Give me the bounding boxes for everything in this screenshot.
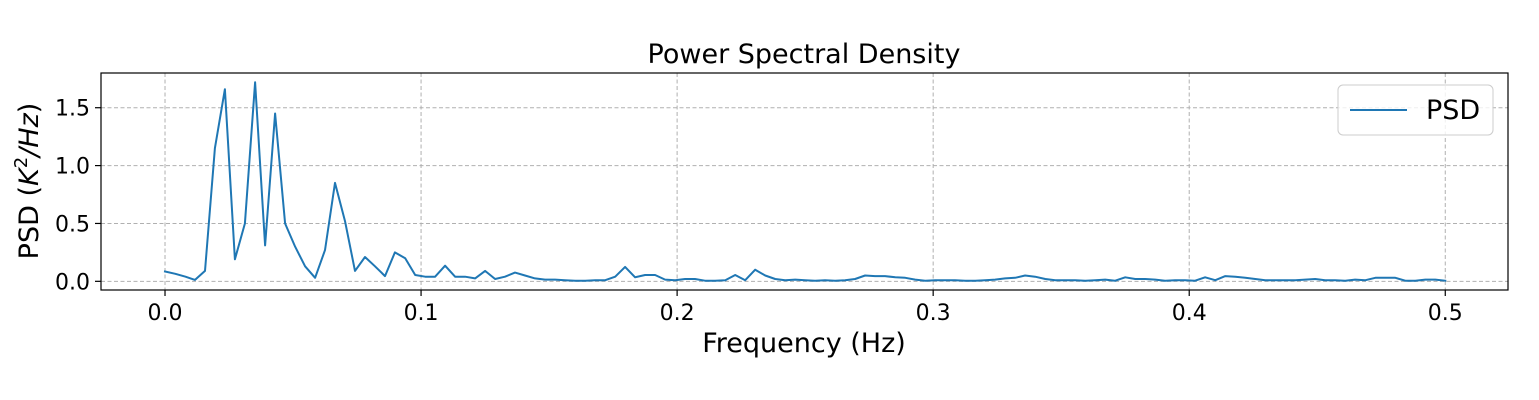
y-axis-label-close: ): [14, 103, 45, 114]
y-tick-label: 0.5: [55, 212, 90, 237]
y-axis-label-sup: 2: [11, 157, 32, 168]
x-tick-label: 0.4: [1172, 301, 1207, 326]
y-axis-label-rest: /Hz: [14, 112, 45, 158]
legend: PSD: [1337, 84, 1494, 136]
y-tick-label: 0.0: [55, 270, 90, 295]
y-axis-label-main: PSD (: [14, 186, 45, 259]
y-axis-ticks: 0.0 0.5 1.0 1.5: [55, 97, 101, 295]
x-axis-label: Frequency (Hz): [702, 328, 906, 359]
y-axis-label: PSD (K2/Hz): [11, 103, 45, 260]
grid-lines: [101, 73, 1508, 290]
legend-label-psd: PSD: [1426, 95, 1480, 126]
x-tick-label: 0.3: [916, 301, 951, 326]
x-tick-label: 0.1: [404, 301, 439, 326]
legend-box: [1337, 84, 1494, 136]
x-tick-label: 0.5: [1428, 301, 1463, 326]
chart-title: Power Spectral Density: [648, 39, 961, 70]
plot-area-frame: [100, 72, 1509, 291]
x-tick-label: 0.2: [660, 301, 695, 326]
x-axis-ticks: 0.0 0.1 0.2 0.3 0.4 0.5: [148, 290, 1463, 326]
x-tick-label: 0.0: [148, 301, 183, 326]
series-line-psd: [163, 81, 1447, 282]
y-axis-label-math: K: [14, 166, 45, 186]
y-tick-label: 1.5: [55, 97, 90, 122]
y-tick-label: 1.0: [55, 155, 90, 180]
